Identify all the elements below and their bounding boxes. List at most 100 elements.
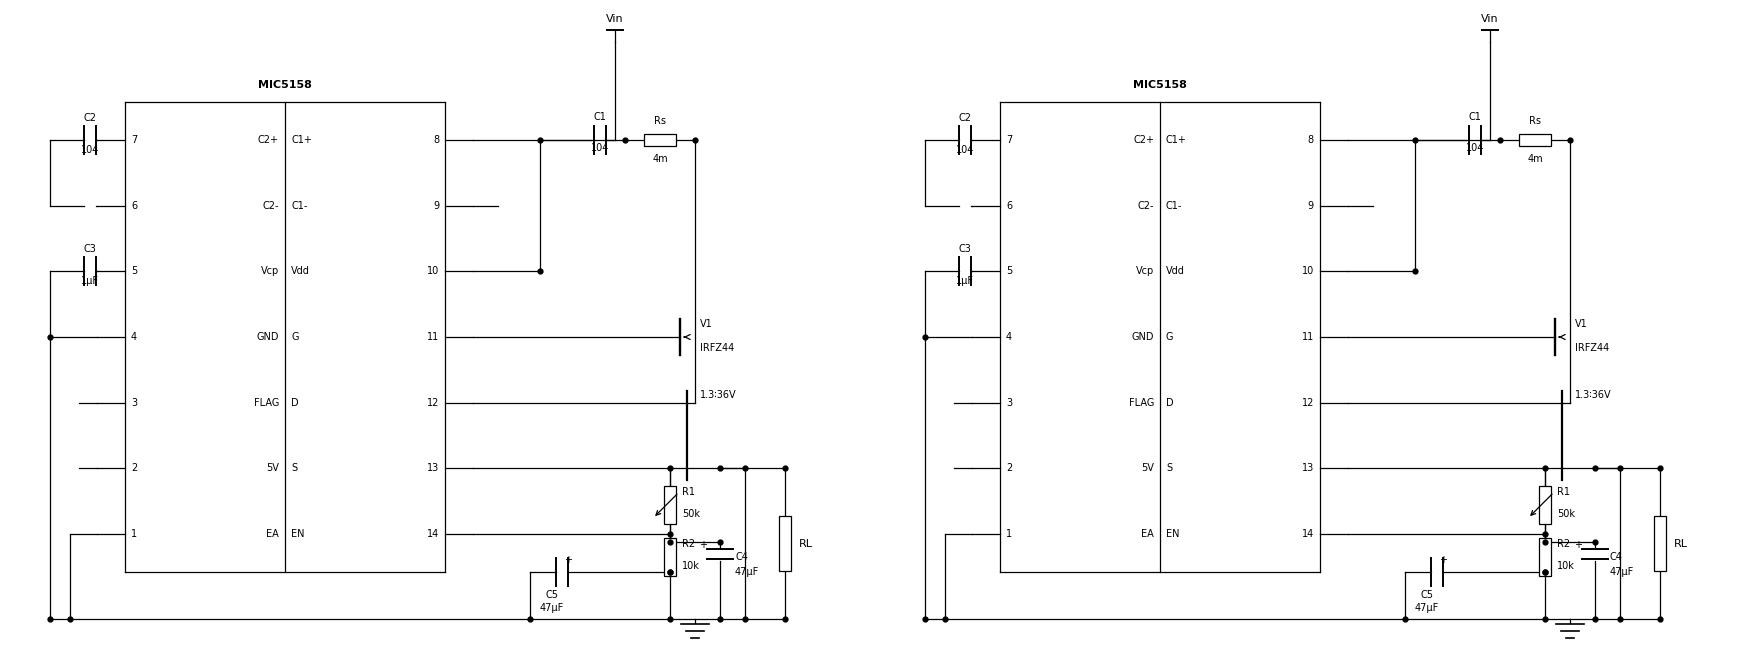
Text: 5: 5 <box>1007 266 1012 277</box>
Text: C2: C2 <box>959 113 972 123</box>
Text: 10: 10 <box>427 266 439 277</box>
Text: EA: EA <box>267 529 279 539</box>
Text: 5: 5 <box>132 266 137 277</box>
Text: 104: 104 <box>590 143 610 153</box>
Text: 47μF: 47μF <box>1609 567 1634 577</box>
Text: 7: 7 <box>1007 135 1012 145</box>
Text: GND: GND <box>1132 332 1154 342</box>
Text: 14: 14 <box>427 529 439 539</box>
Text: 104: 104 <box>81 145 98 155</box>
Text: 14: 14 <box>1302 529 1314 539</box>
Text: 1μF: 1μF <box>81 277 98 286</box>
Text: 6: 6 <box>1007 200 1012 211</box>
Text: C2+: C2+ <box>1133 135 1154 145</box>
Text: Vcp: Vcp <box>1135 266 1154 277</box>
Text: 2: 2 <box>1007 463 1012 473</box>
Text: 104: 104 <box>956 145 973 155</box>
Text: 4: 4 <box>1007 332 1012 342</box>
Text: EN: EN <box>292 529 304 539</box>
Text: 1.3∶36V: 1.3∶36V <box>1574 390 1611 399</box>
Bar <box>778 516 791 571</box>
Text: C2-: C2- <box>262 200 279 211</box>
Text: 3: 3 <box>1007 397 1012 407</box>
Text: G: G <box>1167 332 1174 342</box>
Text: C4: C4 <box>1609 552 1623 562</box>
Text: 50k: 50k <box>682 509 699 519</box>
Text: 5V: 5V <box>1140 463 1154 473</box>
Text: 8: 8 <box>1307 135 1314 145</box>
Text: C1: C1 <box>1469 112 1481 122</box>
Text: C1-: C1- <box>1167 200 1182 211</box>
Text: 47μF: 47μF <box>734 567 759 577</box>
Text: 10k: 10k <box>1557 561 1574 571</box>
Text: MIC5158: MIC5158 <box>1133 80 1188 90</box>
Text: 50k: 50k <box>1557 509 1574 519</box>
Text: +: + <box>564 555 573 565</box>
Text: 8: 8 <box>432 135 439 145</box>
Text: C1+: C1+ <box>292 135 313 145</box>
Text: C5: C5 <box>1420 590 1434 600</box>
Text: V1: V1 <box>699 319 713 329</box>
Text: R1: R1 <box>1557 487 1571 497</box>
Text: FLAG: FLAG <box>1128 397 1154 407</box>
Text: MIC5158: MIC5158 <box>258 80 313 90</box>
Text: 47μF: 47μF <box>539 603 564 613</box>
Text: R1: R1 <box>682 487 696 497</box>
Text: Vdd: Vdd <box>292 266 309 277</box>
Text: 4m: 4m <box>1527 154 1543 164</box>
Text: +: + <box>699 540 706 550</box>
Text: Vdd: Vdd <box>1167 266 1184 277</box>
Text: EA: EA <box>1142 529 1154 539</box>
Text: 12: 12 <box>1302 397 1314 407</box>
Text: 13: 13 <box>1302 463 1314 473</box>
Text: Vin: Vin <box>1481 14 1499 24</box>
Text: 7: 7 <box>132 135 137 145</box>
Text: 1: 1 <box>132 529 137 539</box>
Text: 1.3∶36V: 1.3∶36V <box>699 390 736 399</box>
Text: C2+: C2+ <box>258 135 279 145</box>
Text: GND: GND <box>257 332 279 342</box>
Text: 1: 1 <box>1007 529 1012 539</box>
Bar <box>1520 134 1551 146</box>
Text: C3: C3 <box>84 244 97 254</box>
Text: 10: 10 <box>1302 266 1314 277</box>
Text: G: G <box>292 332 299 342</box>
Text: FLAG: FLAG <box>253 397 279 407</box>
Bar <box>1539 538 1551 576</box>
Text: 1μF: 1μF <box>956 277 973 286</box>
Text: 9: 9 <box>432 200 439 211</box>
Text: 12: 12 <box>427 397 439 407</box>
Text: Vin: Vin <box>606 14 624 24</box>
Bar <box>1653 516 1666 571</box>
Text: C3: C3 <box>959 244 972 254</box>
Text: 10k: 10k <box>682 561 699 571</box>
Text: +: + <box>1439 555 1448 565</box>
Text: 4: 4 <box>132 332 137 342</box>
Text: 2: 2 <box>132 463 137 473</box>
Text: V1: V1 <box>1574 319 1588 329</box>
Text: C4: C4 <box>734 552 748 562</box>
Text: C1: C1 <box>594 112 606 122</box>
Text: 5V: 5V <box>265 463 279 473</box>
Text: 4m: 4m <box>652 154 668 164</box>
Text: D: D <box>292 397 299 407</box>
Text: D: D <box>1167 397 1174 407</box>
Text: S: S <box>292 463 297 473</box>
Text: R2: R2 <box>1557 539 1571 549</box>
Text: Rs: Rs <box>654 116 666 126</box>
Text: C1-: C1- <box>292 200 307 211</box>
Text: 9: 9 <box>1307 200 1314 211</box>
Text: R2: R2 <box>682 539 696 549</box>
Text: 13: 13 <box>427 463 439 473</box>
Text: 11: 11 <box>427 332 439 342</box>
Text: C2-: C2- <box>1137 200 1154 211</box>
Text: C1+: C1+ <box>1167 135 1188 145</box>
Text: 6: 6 <box>132 200 137 211</box>
Text: 104: 104 <box>1465 143 1485 153</box>
Bar <box>645 134 676 146</box>
Bar <box>664 486 676 524</box>
Text: S: S <box>1167 463 1172 473</box>
Text: 47μF: 47μF <box>1414 603 1439 613</box>
Text: 11: 11 <box>1302 332 1314 342</box>
Text: IRFZ44: IRFZ44 <box>1574 343 1609 353</box>
